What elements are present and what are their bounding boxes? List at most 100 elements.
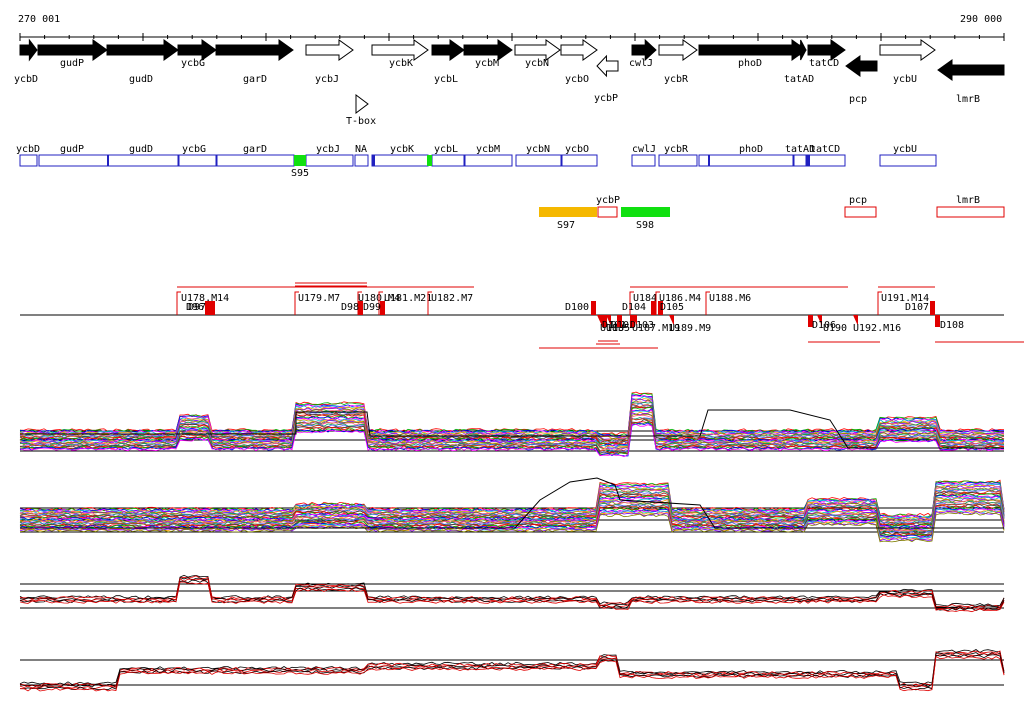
segment-s95[interactable] bbox=[294, 155, 306, 166]
gene-arrow-ycbl[interactable] bbox=[431, 39, 465, 61]
expression-profile-line bbox=[19, 422, 1005, 457]
upstream-segment[interactable] bbox=[371, 154, 429, 167]
downshift-marker[interactable] bbox=[617, 315, 622, 327]
upshift-marker[interactable] bbox=[853, 315, 858, 326]
gene-arrow-lmrb[interactable] bbox=[937, 59, 1005, 81]
gene-arrow-ycbo[interactable] bbox=[560, 39, 598, 61]
gene-arrow-phod[interactable] bbox=[698, 39, 807, 61]
upshift-label: U181.M21 bbox=[384, 293, 432, 304]
gene-arrow-ycbn[interactable] bbox=[514, 39, 561, 61]
upstream-label: ycbD bbox=[16, 144, 40, 155]
expression-panel bbox=[19, 477, 1005, 543]
upshift-marker[interactable] bbox=[817, 315, 822, 326]
gene-arrow-tatad[interactable] bbox=[793, 39, 807, 61]
gene-arrow-ycbm[interactable] bbox=[463, 39, 513, 61]
downshift-marker[interactable] bbox=[358, 301, 363, 315]
upstream-label: garD bbox=[243, 144, 267, 155]
gene-label-tatad: tatAD bbox=[784, 74, 814, 85]
gene-arrow-gard[interactable] bbox=[215, 39, 294, 61]
upshift-marker[interactable] bbox=[877, 291, 882, 315]
upshift-marker[interactable] bbox=[606, 315, 611, 326]
downshift-marker[interactable] bbox=[630, 315, 635, 327]
upshift-marker[interactable] bbox=[176, 291, 181, 315]
gene-arrow-cwlj[interactable] bbox=[631, 38, 657, 62]
segment-boundary bbox=[806, 155, 810, 166]
t-box-icon bbox=[355, 94, 369, 114]
downstream-segment[interactable] bbox=[936, 206, 1005, 218]
upshift-marker[interactable] bbox=[629, 291, 634, 315]
downshift-marker[interactable] bbox=[808, 315, 813, 327]
upstream-segment[interactable] bbox=[631, 154, 656, 167]
segment-label-s97: S97 bbox=[557, 220, 575, 231]
gene-arrow-gudp[interactable] bbox=[37, 39, 108, 61]
upstream-segment[interactable] bbox=[879, 154, 937, 167]
downshift-marker[interactable] bbox=[602, 315, 607, 327]
expression-profile-line bbox=[19, 391, 1005, 436]
expression-profile-line bbox=[19, 577, 1005, 609]
gene-label-ycbo: ycbO bbox=[565, 74, 589, 85]
downshift-marker[interactable] bbox=[591, 301, 596, 315]
upstream-segment[interactable] bbox=[107, 154, 179, 167]
upshift-label: U189.M9 bbox=[669, 323, 711, 334]
gene-arrow-ycbp[interactable] bbox=[596, 54, 619, 78]
downshift-label: D97 bbox=[188, 302, 206, 313]
upshift-marker[interactable] bbox=[427, 291, 432, 315]
gene-arrow-pcp[interactable] bbox=[845, 55, 878, 77]
gene-arrow-tatcd[interactable] bbox=[807, 39, 846, 61]
segment-s97[interactable] bbox=[539, 207, 597, 217]
gene-arrow-ycbu[interactable] bbox=[879, 39, 936, 61]
upstream-segment[interactable] bbox=[793, 154, 807, 167]
upshift-marker[interactable] bbox=[705, 291, 710, 315]
gene-arrow-ycbr[interactable] bbox=[658, 39, 698, 61]
gene-label-cwlj: cwlJ bbox=[629, 58, 653, 69]
downshift-marker[interactable] bbox=[658, 301, 663, 315]
downshift-marker[interactable] bbox=[205, 301, 210, 315]
gene-label-ycbd: ycbD bbox=[14, 74, 38, 85]
upstream-segment[interactable] bbox=[698, 154, 794, 167]
gene-arrow-ycbd[interactable] bbox=[19, 38, 38, 62]
downshift-label: D108 bbox=[940, 320, 964, 331]
downstream-segment[interactable] bbox=[597, 206, 618, 218]
upstream-segment[interactable] bbox=[431, 154, 465, 167]
segment-s98[interactable] bbox=[621, 207, 670, 217]
downshift-marker[interactable] bbox=[210, 301, 215, 315]
gene-arrow-ycbk[interactable] bbox=[371, 39, 429, 61]
gene-arrow-gudd[interactable] bbox=[106, 39, 179, 61]
upstream-segment[interactable] bbox=[354, 154, 369, 167]
upstream-segment[interactable] bbox=[464, 154, 513, 167]
upstream-segment[interactable] bbox=[38, 154, 109, 167]
upshift-marker[interactable] bbox=[378, 291, 383, 315]
upstream-segment[interactable] bbox=[806, 154, 846, 167]
downshift-marker[interactable] bbox=[651, 301, 656, 315]
highlight-profile-line bbox=[20, 409, 1004, 449]
upshift-label: U191.M14 bbox=[881, 293, 929, 304]
downshift-marker[interactable] bbox=[380, 301, 385, 315]
upshift-label: U192.M16 bbox=[853, 323, 901, 334]
gene-arrow-ycbg[interactable] bbox=[177, 39, 217, 61]
expression-profile-line bbox=[20, 412, 1005, 450]
upstream-segment[interactable] bbox=[658, 154, 698, 167]
gene-arrow-ycbj[interactable] bbox=[305, 39, 354, 61]
start-coordinate: 270 001 bbox=[18, 14, 60, 25]
upstream-segment[interactable] bbox=[19, 154, 38, 167]
upstream-segment[interactable] bbox=[561, 154, 598, 167]
downstream-segment[interactable] bbox=[844, 206, 877, 218]
upstream-segment[interactable] bbox=[216, 154, 295, 167]
gene-track: ycbD gudP gudD ycbG garD ycbJ ycbK ycbL ycbM ycbN… bbox=[14, 38, 1005, 105]
expression-profile-line bbox=[19, 650, 1005, 687]
upstream-segment[interactable] bbox=[178, 154, 217, 167]
downshift-marker[interactable] bbox=[930, 301, 935, 315]
upshift-label: U179.M7 bbox=[298, 293, 340, 304]
upshift-marker[interactable] bbox=[597, 315, 602, 326]
upstream-segment[interactable] bbox=[305, 154, 354, 167]
expression-profile-line bbox=[19, 406, 1005, 446]
gene-label-ycbj: ycbJ bbox=[315, 74, 339, 85]
upstream-segment[interactable] bbox=[515, 154, 562, 167]
expression-profile-line bbox=[19, 419, 1004, 454]
upstream-label: ycbN bbox=[526, 144, 550, 155]
upshift-marker[interactable] bbox=[669, 315, 674, 326]
downshift-marker[interactable] bbox=[935, 315, 940, 327]
upshift-marker[interactable] bbox=[294, 291, 299, 315]
downshift-label: D98 bbox=[341, 302, 359, 313]
downshift-label: D96 bbox=[186, 302, 204, 313]
